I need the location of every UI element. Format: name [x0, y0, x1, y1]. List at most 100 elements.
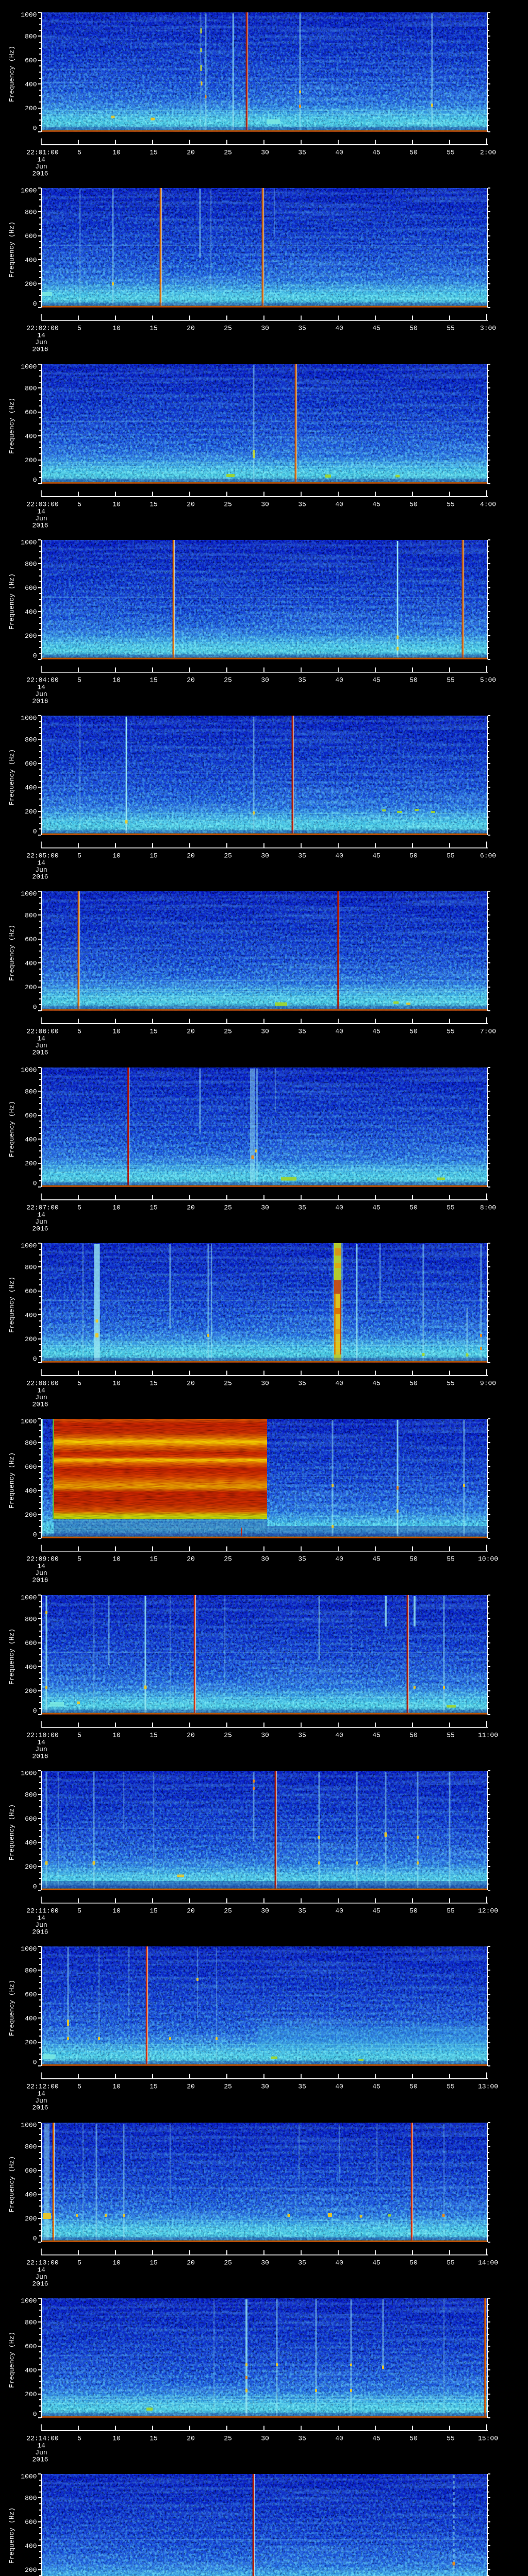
svg-text:600: 600	[25, 1991, 37, 1998]
svg-text:30: 30	[261, 1204, 269, 1212]
svg-text:20: 20	[187, 1380, 195, 1387]
svg-text:45: 45	[372, 1555, 381, 1563]
svg-text:15: 15	[150, 2435, 158, 2443]
svg-text:14: 14	[37, 1035, 45, 1043]
svg-text:55: 55	[447, 852, 455, 860]
svg-text:800: 800	[25, 736, 37, 744]
svg-text:15: 15	[150, 2083, 158, 2091]
svg-text:22:01:00: 22:01:00	[26, 149, 58, 157]
svg-text:800: 800	[25, 1439, 37, 1447]
svg-text:2016: 2016	[32, 2104, 48, 2111]
svg-text:1000: 1000	[21, 1417, 37, 1425]
svg-text:20: 20	[187, 325, 195, 332]
svg-text:35: 35	[298, 1028, 306, 1036]
svg-text:40: 40	[335, 325, 343, 332]
svg-text:35: 35	[298, 2259, 306, 2267]
svg-text:50: 50	[409, 1380, 418, 1387]
svg-text:15: 15	[150, 676, 158, 684]
svg-text:15: 15	[150, 1380, 158, 1387]
svg-text:25: 25	[224, 149, 232, 157]
svg-text:30: 30	[261, 501, 269, 509]
svg-text:10: 10	[112, 501, 121, 509]
svg-text:12:00: 12:00	[478, 1907, 498, 1915]
svg-text:50: 50	[409, 149, 418, 157]
svg-text:20: 20	[187, 149, 195, 157]
svg-text:40: 40	[335, 501, 343, 509]
svg-text:800: 800	[25, 385, 37, 393]
svg-text:0: 0	[33, 1179, 37, 1187]
svg-text:22:12:00: 22:12:00	[26, 2083, 58, 2091]
svg-text:1000: 1000	[21, 1769, 37, 1777]
svg-text:600: 600	[25, 1815, 37, 1823]
svg-text:Frequency (Hz): Frequency (Hz)	[8, 2156, 15, 2212]
svg-text:200: 200	[25, 2391, 37, 2398]
svg-text:25: 25	[224, 325, 232, 332]
svg-text:Frequency (Hz): Frequency (Hz)	[8, 1629, 15, 1685]
svg-text:5: 5	[77, 2435, 81, 2443]
svg-text:5: 5	[77, 325, 81, 332]
svg-text:400: 400	[25, 608, 37, 616]
svg-text:14: 14	[37, 1563, 45, 1570]
svg-text:50: 50	[409, 852, 418, 860]
svg-text:14: 14	[37, 1914, 45, 1922]
svg-text:22:03:00: 22:03:00	[26, 501, 58, 509]
svg-text:2016: 2016	[32, 1225, 48, 1232]
svg-text:22:05:00: 22:05:00	[26, 852, 58, 860]
svg-text:13:00: 13:00	[478, 2083, 498, 2091]
svg-text:15: 15	[150, 325, 158, 332]
svg-text:10: 10	[112, 1204, 121, 1212]
svg-text:Frequency (Hz): Frequency (Hz)	[8, 46, 15, 102]
svg-text:20: 20	[187, 1907, 195, 1915]
svg-text:5: 5	[77, 1028, 81, 1036]
svg-text:22:14:00: 22:14:00	[26, 2435, 58, 2443]
svg-text:1000: 1000	[21, 538, 37, 546]
svg-text:2016: 2016	[32, 170, 48, 177]
svg-text:25: 25	[224, 1732, 232, 1739]
svg-text:20: 20	[187, 501, 195, 509]
svg-text:55: 55	[447, 1028, 455, 1036]
svg-text:400: 400	[25, 257, 37, 264]
svg-text:2016: 2016	[32, 2456, 48, 2463]
svg-text:5: 5	[77, 1907, 81, 1915]
svg-text:Jun: Jun	[35, 1218, 47, 1226]
svg-text:200: 200	[25, 1160, 37, 1167]
svg-text:Frequency (Hz): Frequency (Hz)	[8, 1277, 15, 1333]
svg-text:25: 25	[224, 2259, 232, 2267]
svg-text:30: 30	[261, 2259, 269, 2267]
svg-text:55: 55	[447, 1204, 455, 1212]
svg-text:600: 600	[25, 2343, 37, 2350]
svg-text:10: 10	[112, 1028, 121, 1036]
svg-text:Frequency (Hz): Frequency (Hz)	[8, 749, 15, 805]
svg-text:5: 5	[77, 501, 81, 509]
svg-text:5: 5	[77, 2259, 81, 2267]
svg-text:Frequency (Hz): Frequency (Hz)	[8, 222, 15, 278]
svg-text:8:00: 8:00	[480, 1204, 496, 1212]
svg-text:200: 200	[25, 632, 37, 640]
svg-text:50: 50	[409, 2083, 418, 2091]
svg-text:Jun: Jun	[35, 2273, 47, 2281]
svg-text:400: 400	[25, 1312, 37, 1319]
svg-text:45: 45	[372, 1028, 381, 1036]
svg-text:600: 600	[25, 936, 37, 943]
svg-text:5: 5	[77, 1204, 81, 1212]
svg-text:15: 15	[150, 1555, 158, 1563]
svg-text:50: 50	[409, 1555, 418, 1563]
svg-text:2016: 2016	[32, 2280, 48, 2287]
svg-text:2016: 2016	[32, 698, 48, 704]
svg-text:55: 55	[447, 325, 455, 332]
svg-text:600: 600	[25, 1287, 37, 1295]
svg-text:10: 10	[112, 852, 121, 860]
svg-text:50: 50	[409, 676, 418, 684]
svg-text:400: 400	[25, 81, 37, 89]
svg-text:200: 200	[25, 105, 37, 112]
svg-text:25: 25	[224, 852, 232, 860]
svg-text:2016: 2016	[32, 1753, 48, 1759]
svg-text:25: 25	[224, 2435, 232, 2443]
svg-text:800: 800	[25, 1264, 37, 1272]
svg-text:15: 15	[150, 2259, 158, 2267]
svg-text:30: 30	[261, 149, 269, 157]
svg-text:3:00: 3:00	[480, 325, 496, 332]
svg-text:30: 30	[261, 2435, 269, 2443]
svg-text:25: 25	[224, 1380, 232, 1387]
svg-text:45: 45	[372, 501, 381, 509]
